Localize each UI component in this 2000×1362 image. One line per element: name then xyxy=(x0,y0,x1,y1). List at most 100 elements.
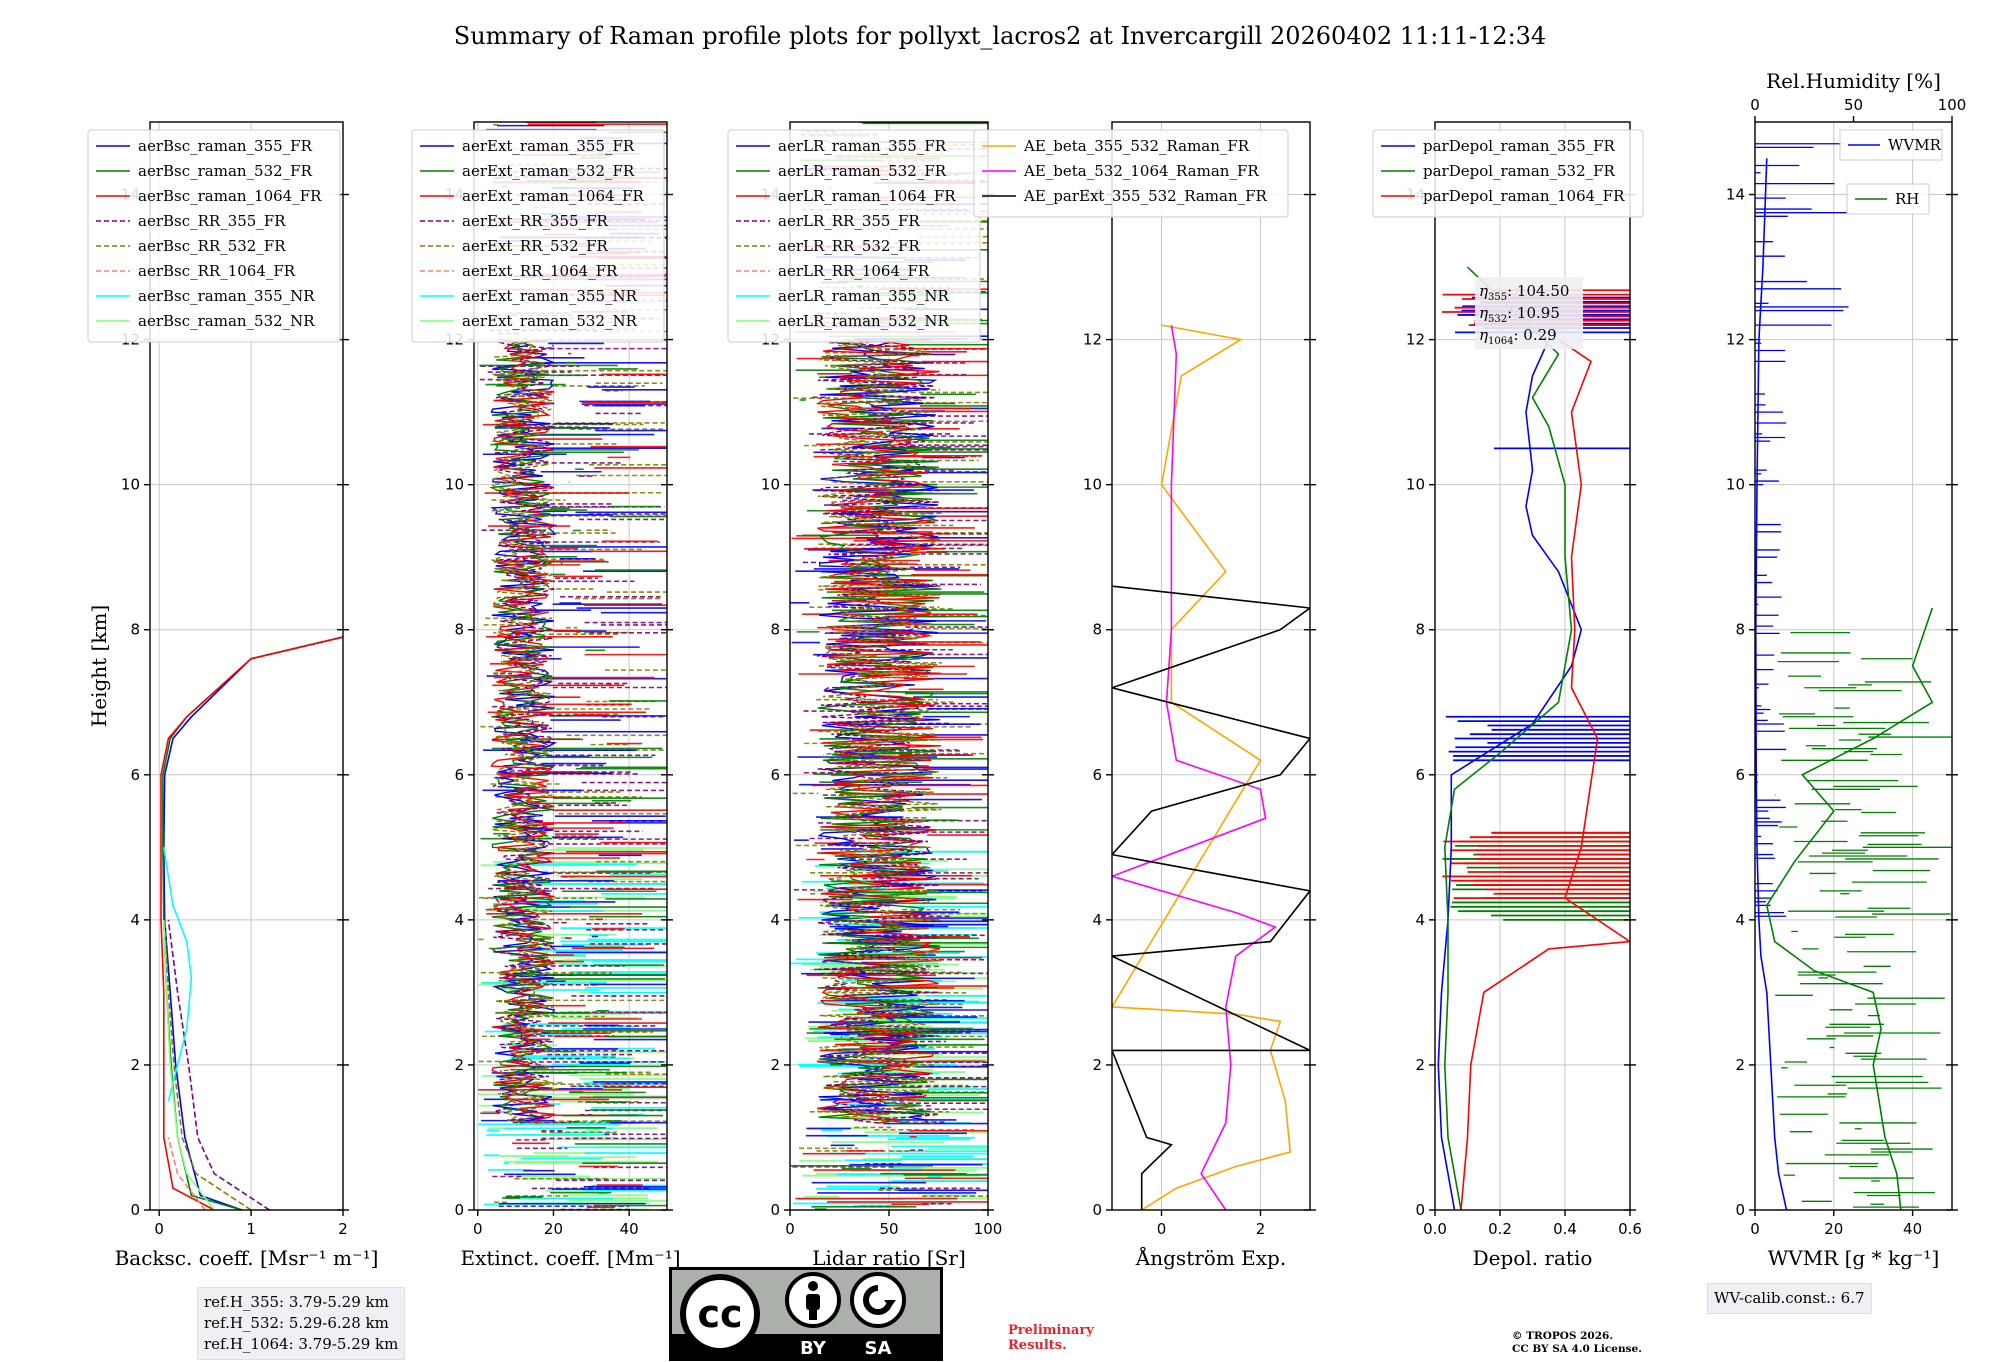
series-line-aerLR_raman_532_FR xyxy=(817,338,942,1124)
legend-box xyxy=(973,129,1289,218)
legend-label: aerLR_RR_355_FR xyxy=(778,212,920,230)
legend-label: aerExt_raman_355_FR xyxy=(462,137,635,155)
x-tick-label: 0 xyxy=(473,1220,483,1238)
y-tick-label: 6 xyxy=(454,766,464,784)
eta-text: : 104.50 xyxy=(1507,282,1569,300)
x-tick-label: 2 xyxy=(338,1220,348,1238)
x-axis-label: Lidar ratio [Sr] xyxy=(812,1246,966,1270)
legend-label: aerExt_RR_1064_FR xyxy=(462,262,618,280)
legend-label: AE_beta_532_1064_Raman_FR xyxy=(1023,162,1259,180)
ref-height-1064: ref.H_1064: 3.79-5.29 km xyxy=(204,1335,399,1353)
svg-text:cc: cc xyxy=(697,1292,742,1336)
series-line-aerBsc_raman_532_NR xyxy=(163,919,215,1210)
x-tick-label: 0 xyxy=(785,1220,795,1238)
legend-label: aerLR_raman_355_FR xyxy=(778,137,947,155)
panel-backscatter: 02468101214012Backsc. coeff. [Msr⁻¹ m⁻¹]… xyxy=(87,121,378,1270)
legend-box xyxy=(87,129,341,343)
y-tick-label: 2 xyxy=(130,1056,140,1074)
x-axis-label: Ångström Exp. xyxy=(1135,1245,1286,1270)
legend-depol: parDepol_raman_355_FR parDepol_raman_532_… xyxy=(1372,129,1644,218)
eta-text: η xyxy=(1479,282,1488,300)
y-tick-label: 4 xyxy=(454,911,464,929)
legend-label: parDepol_raman_1064_FR xyxy=(1423,187,1625,205)
y-tick-label: 0 xyxy=(1415,1201,1425,1219)
panel-frame xyxy=(1434,121,1631,1211)
x-tick-label: 20 xyxy=(544,1220,563,1238)
y-tick-label: 8 xyxy=(454,621,464,639)
legend-label: aerLR_raman_532_NR xyxy=(778,312,949,330)
legend-label: aerBsc_RR_1064_FR xyxy=(138,262,296,280)
plot-area xyxy=(1755,143,1952,1210)
x-tick-label: 100 xyxy=(974,1220,1003,1238)
cc-logo-icon: cc xyxy=(680,1274,760,1354)
legend-box xyxy=(1372,129,1644,218)
panel-frame xyxy=(473,121,668,1211)
eta-text: : 0.29 xyxy=(1513,326,1556,344)
x-tick-label: 0 xyxy=(1750,1220,1760,1238)
plot-area xyxy=(1437,266,1630,1210)
wv-calibration-box: WV-calib.const.: 6.7 xyxy=(1707,1283,1872,1314)
legend-label: aerExt_raman_1064_FR xyxy=(462,187,644,205)
x-axis-label: Depol. ratio xyxy=(1473,1246,1593,1270)
panel-frame xyxy=(149,121,344,1211)
legend-label: aerBsc_RR_532_FR xyxy=(138,237,286,255)
eta-row: η355: 104.50 xyxy=(1479,282,1569,303)
legend-label: aerLR_raman_1064_FR xyxy=(778,187,956,205)
series-line-RH xyxy=(1765,607,1934,1210)
series-line-AE_beta_355_532_Raman_FR xyxy=(1112,324,1292,1210)
x-tick-label: 0.6 xyxy=(1618,1220,1642,1238)
x2-tick-label: 50 xyxy=(1844,96,1863,114)
legend-label: aerExt_raman_532_FR xyxy=(462,162,635,180)
x-tick-label: 40 xyxy=(620,1220,639,1238)
x-tick-label: 40 xyxy=(1903,1220,1922,1238)
legend-label: aerBsc_raman_355_FR xyxy=(138,137,313,155)
preliminary-line-2: Results. xyxy=(1008,1338,1067,1353)
series-line-aerLR_RR_532_FR xyxy=(817,339,942,1124)
y-tick-label: 4 xyxy=(1092,911,1102,929)
legend-angstrom: AE_beta_355_532_Raman_FR AE_beta_532_1064… xyxy=(973,129,1289,218)
series-line-aerBsc_raman_532_FR xyxy=(162,636,343,1210)
series-line-parDepol_raman_532_FR xyxy=(1443,266,1573,1210)
preliminary-note: Preliminary Results. xyxy=(1008,1323,1094,1353)
series-line-aerBsc_raman_355_NR xyxy=(163,847,193,1102)
series-line-AE_beta_532_1064_Raman_FR xyxy=(1112,324,1277,1210)
series-line-parDepol_raman_1064_FR xyxy=(1460,338,1630,1210)
series-line-aerBsc_raman_355_FR xyxy=(162,636,343,1210)
x-tick-label: 0.4 xyxy=(1553,1220,1577,1238)
y-tick-label: 6 xyxy=(1415,766,1425,784)
annotation-box xyxy=(1475,277,1583,349)
legend-label: aerExt_RR_532_FR xyxy=(462,237,609,255)
legend-label: aerLR_RR_1064_FR xyxy=(778,262,930,280)
license-by-label: BY xyxy=(800,1338,827,1359)
copyright-line-2: CC BY SA 4.0 License. xyxy=(1512,1343,1642,1355)
legend-label: RH xyxy=(1895,190,1919,208)
x-tick-label: 50 xyxy=(879,1220,898,1238)
eta-text: η xyxy=(1479,304,1488,322)
attribution-person-icon xyxy=(785,1272,841,1328)
ref-height-355: ref.H_355: 3.79-5.29 km xyxy=(204,1293,389,1311)
legend-label: aerExt_raman_355_NR xyxy=(462,287,638,305)
eta-row: η1064: 0.29 xyxy=(1479,326,1557,347)
y-tick-label: 12 xyxy=(1406,331,1425,349)
y-tick-label: 8 xyxy=(1415,621,1425,639)
legend-lidar-ratio: aerLR_raman_355_FR aerLR_raman_532_FR aerL… xyxy=(727,129,981,343)
legend-backscatter: aerBsc_raman_355_FR aerBsc_raman_532_FRae… xyxy=(87,129,341,343)
legend-label: AE_beta_355_532_Raman_FR xyxy=(1023,137,1250,155)
legend-label: aerBsc_raman_532_FR xyxy=(138,162,313,180)
x2-tick-label: 100 xyxy=(1938,96,1967,114)
y-tick-label: 2 xyxy=(1092,1056,1102,1074)
series-line-aerBsc_raman_1064_FR xyxy=(160,636,343,1210)
x-tick-label: 0.2 xyxy=(1488,1220,1512,1238)
y-tick-label: 6 xyxy=(1092,766,1102,784)
series-line-parDepol_raman_355_FR xyxy=(1437,339,1583,1210)
y-tick-label: 12 xyxy=(1083,331,1102,349)
y-tick-label: 4 xyxy=(1735,911,1745,929)
eta-text: : 10.95 xyxy=(1507,304,1560,322)
eta-text: 1064 xyxy=(1488,336,1513,347)
series-line-AE_parExt_355_532_Raman_FR xyxy=(1112,585,1310,1210)
series-line-WVMR xyxy=(1755,158,1788,1210)
y-tick-label: 0 xyxy=(1092,1201,1102,1219)
series-line-aerExt_RR_355_FR xyxy=(492,338,557,1124)
